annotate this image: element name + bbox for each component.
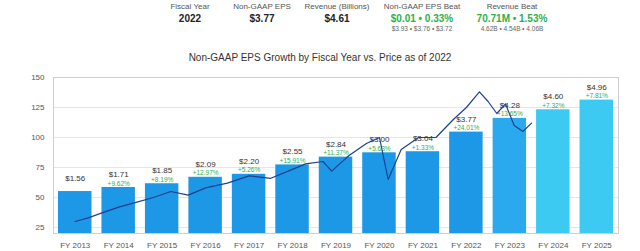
- svg-text:+13.65%: +13.65%: [496, 110, 523, 118]
- html-text:Non-GAAP EPS Beat: Non-GAAP EPS Beat: [383, 2, 461, 11]
- svg-text:FY 2024: FY 2024: [538, 241, 569, 250]
- html-text:Non-GAAP EPS: Non-GAAP EPS: [233, 2, 291, 11]
- svg-text:$1.71: $1.71: [109, 170, 130, 179]
- svg-text:FY 2025: FY 2025: [582, 241, 613, 250]
- svg-text:+5.26%: +5.26%: [238, 166, 260, 173]
- svg-text:+7.81%: +7.81%: [586, 92, 608, 99]
- svg-text:+9.62%: +9.62%: [108, 180, 130, 187]
- svg-text:+11.37%: +11.37%: [323, 149, 349, 156]
- svg-text:+1.33%: +1.33%: [412, 144, 434, 151]
- svg-text:FY 2015: FY 2015: [147, 241, 178, 250]
- svg-text:50: 50: [36, 193, 45, 202]
- html-text:Fiscal Year: Fiscal Year: [170, 2, 210, 11]
- svg-text:$4.96: $4.96: [587, 83, 608, 92]
- svg-text:$2.09: $2.09: [196, 160, 217, 169]
- html-text:$3.77: $3.77: [249, 13, 275, 24]
- svg-text:125: 125: [31, 103, 45, 112]
- svg-text:+5.63%: +5.63%: [368, 145, 390, 152]
- svg-text:FY 2013: FY 2013: [60, 241, 91, 250]
- html-text:70.71M • 1.53%: 70.71M • 1.53%: [476, 13, 548, 24]
- svg-text:FY 2020: FY 2020: [364, 241, 395, 250]
- svg-text:FY 2014: FY 2014: [104, 241, 135, 250]
- html-text:4.62B • 4.54B • 4.06B: 4.62B • 4.54B • 4.06B: [480, 25, 544, 32]
- svg-text:$1.56: $1.56: [65, 174, 86, 183]
- svg-text:FY 2022: FY 2022: [451, 241, 482, 250]
- svg-text:$3.04: $3.04: [412, 134, 433, 144]
- html-text:$4.61: $4.61: [324, 13, 350, 24]
- svg-text:150: 150: [31, 73, 45, 82]
- svg-text:+15.91%: +15.91%: [280, 157, 306, 164]
- svg-text:$2.55: $2.55: [283, 147, 304, 156]
- svg-text:100: 100: [31, 133, 45, 142]
- html-text:Non-GAAP EPS Growth by Fiscal: Non-GAAP EPS Growth by Fiscal Year vs. P…: [188, 52, 452, 63]
- html-text:Revenue (Billions): Revenue (Billions): [304, 2, 370, 11]
- svg-text:+24.01%: +24.01%: [453, 124, 479, 131]
- svg-text:FY 2019: FY 2019: [321, 241, 352, 250]
- svg-text:25: 25: [36, 223, 45, 232]
- html-text:$3.93 • $3.76 • $3.72: $3.93 • $3.76 • $3.72: [391, 25, 453, 32]
- svg-text:$4.60: $4.60: [543, 92, 564, 101]
- html-text:$0.01 • 0.33%: $0.01 • 0.33%: [390, 13, 454, 24]
- html-text:Revenue Beat: Revenue Beat: [486, 2, 538, 11]
- svg-text:$2.20: $2.20: [239, 157, 260, 166]
- html-text:2022: 2022: [178, 13, 202, 24]
- svg-text:$3.00: $3.00: [369, 135, 390, 145]
- svg-text:+12.97%: +12.97%: [193, 169, 219, 176]
- svg-text:+8.19%: +8.19%: [151, 176, 173, 183]
- svg-text:$4.28: $4.28: [500, 101, 521, 110]
- svg-text:FY 2018: FY 2018: [277, 241, 308, 250]
- svg-text:$3.77: $3.77: [456, 115, 477, 124]
- svg-text:FY 2023: FY 2023: [495, 241, 526, 250]
- svg-text:FY 2016: FY 2016: [191, 241, 222, 250]
- svg-text:75: 75: [36, 163, 45, 172]
- svg-text:$2.84: $2.84: [326, 140, 347, 149]
- svg-text:FY 2017: FY 2017: [234, 241, 265, 250]
- svg-text:FY 2021: FY 2021: [408, 241, 439, 250]
- svg-text:+7.32%: +7.32%: [542, 102, 564, 109]
- svg-text:$1.85: $1.85: [152, 166, 173, 175]
